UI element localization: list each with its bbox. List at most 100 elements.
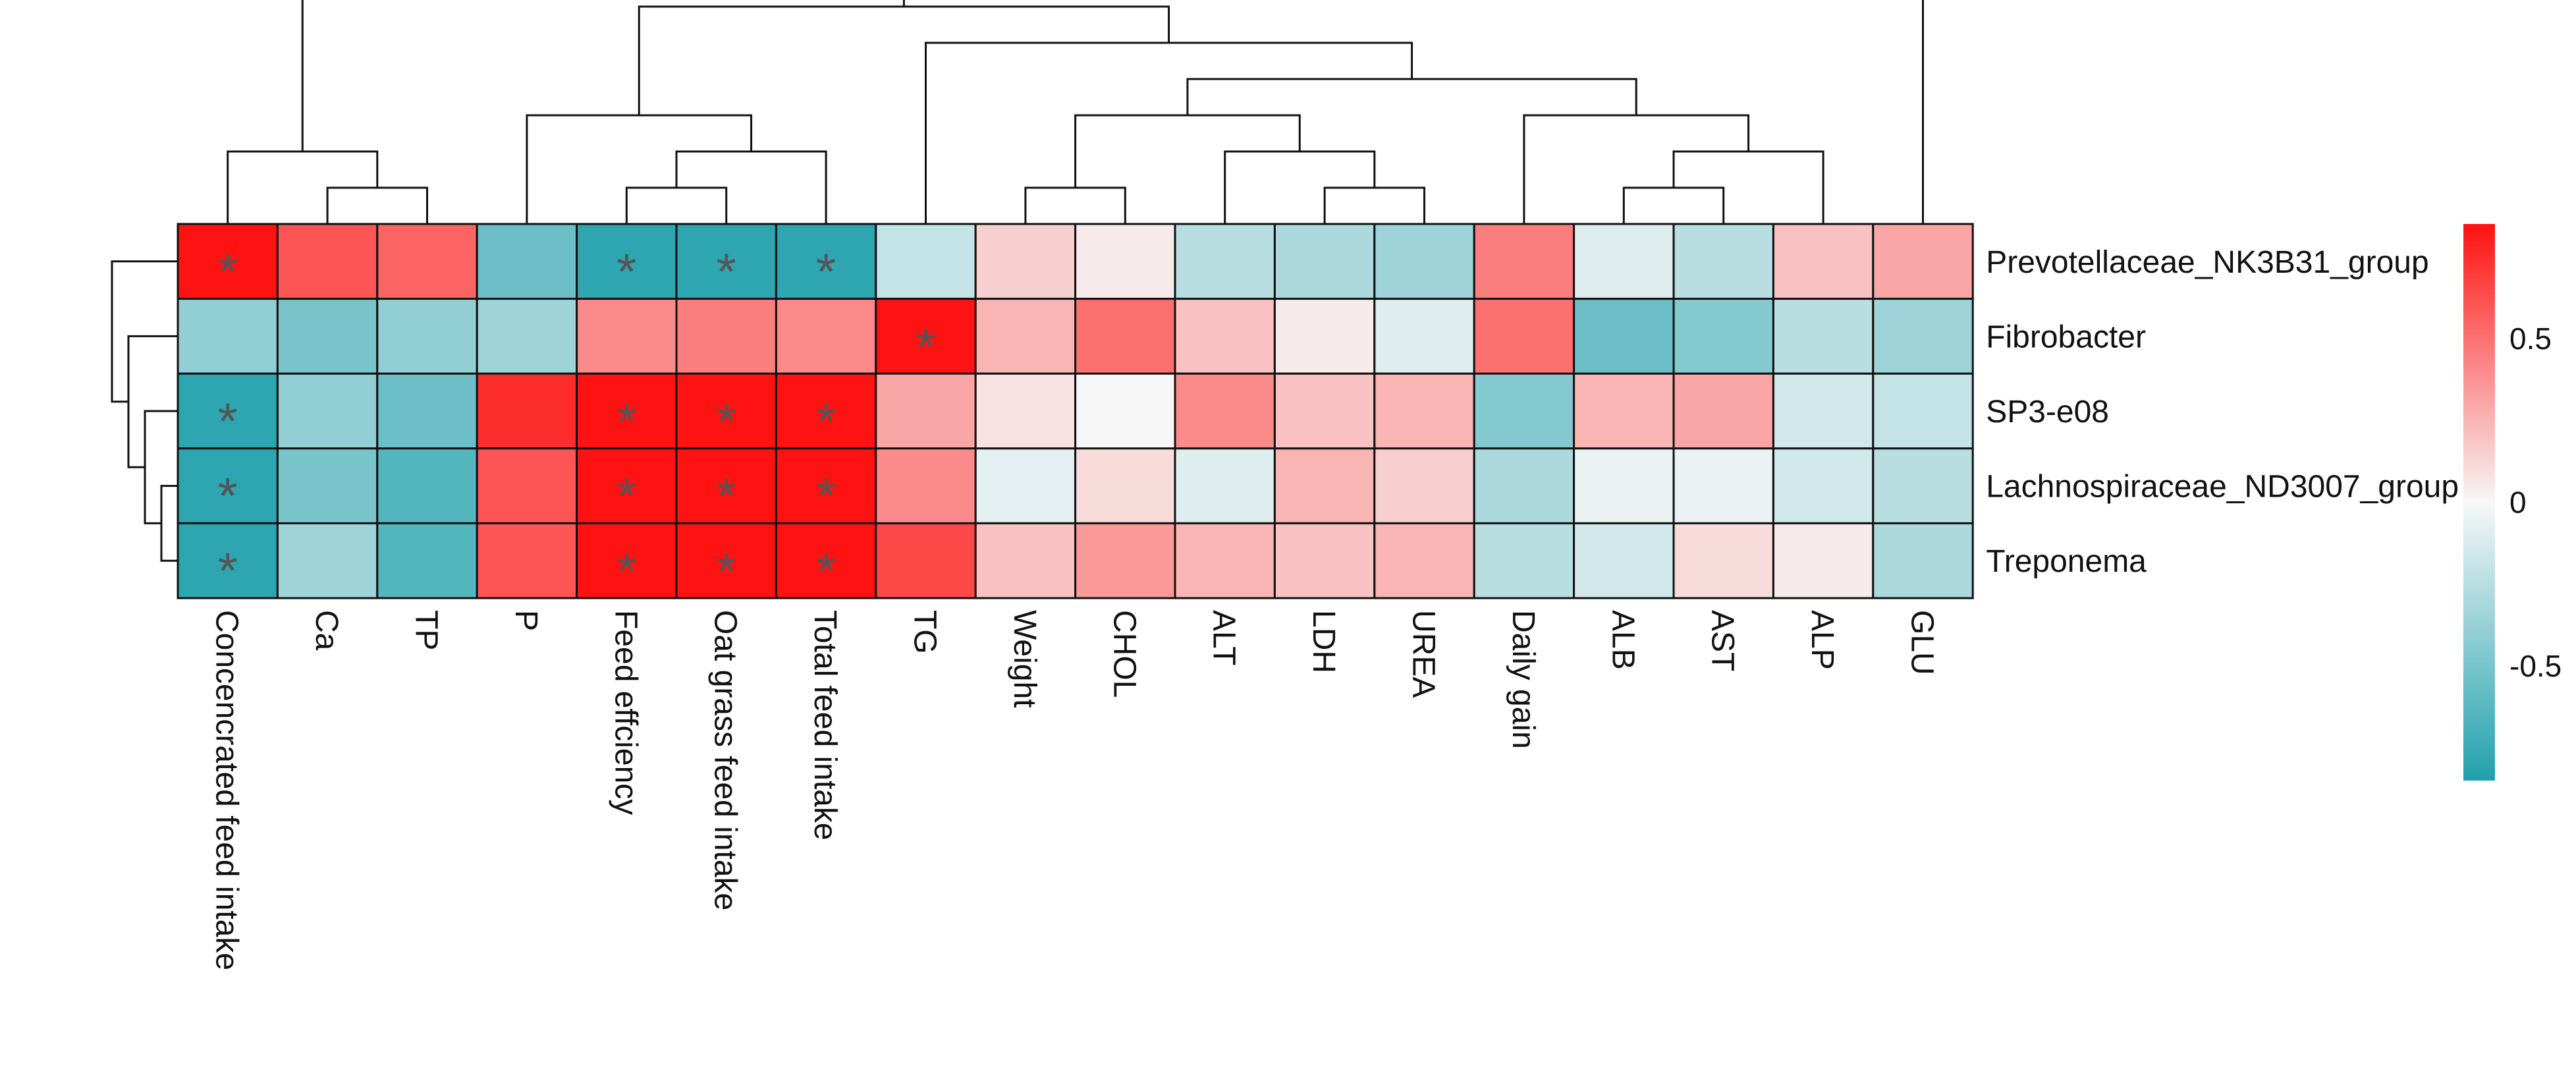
heatmap-cell <box>1273 223 1376 300</box>
heatmap-cell <box>1872 223 1974 300</box>
significance-star: * <box>717 242 736 300</box>
significance-star: * <box>717 392 736 450</box>
column-label: Concencrated feed intake <box>209 610 244 970</box>
dendrogram-branch <box>111 260 178 403</box>
column-label: Weight <box>1007 610 1042 708</box>
heatmap-cell <box>1473 522 1576 599</box>
heatmap-cell <box>1074 522 1176 599</box>
heatmap-cell <box>476 223 578 300</box>
heatmap-cell <box>1174 223 1276 300</box>
significance-star: * <box>617 392 636 450</box>
color-scale-bar <box>2463 224 2495 781</box>
heatmap-cell <box>476 372 578 450</box>
heatmap-cell <box>1074 447 1176 524</box>
row-labels: Prevotellaceae_NK3B31_group Fibrobacter SP… <box>1986 245 2459 579</box>
heatmap-cell <box>1373 447 1475 524</box>
significance-star: * <box>816 242 836 300</box>
heatmap-cell <box>675 298 777 375</box>
heatmap-cell <box>974 522 1077 599</box>
significance-markers: * * * * * * * * * * * * * * * * * <box>218 242 936 599</box>
heatmap-cell <box>875 223 977 300</box>
heatmap-cell <box>1872 372 1974 450</box>
heatmap-cell <box>1573 447 1675 524</box>
heatmap-cell <box>1672 372 1774 450</box>
color-scale-tick-label: 0.5 <box>2509 321 2552 356</box>
heatmap-cell <box>1872 298 1974 375</box>
significance-star: * <box>218 392 238 450</box>
heatmap-cell <box>276 522 379 599</box>
heatmap-cell <box>775 298 877 375</box>
dendrogram-branch <box>526 114 753 224</box>
heatmap-cell <box>276 447 379 524</box>
column-label: LDH <box>1306 610 1341 673</box>
heatmap-cell <box>1473 298 1576 375</box>
heatmap-cell <box>376 447 478 524</box>
row-dendrogram <box>111 260 178 562</box>
heatmap-cell <box>276 223 379 300</box>
significance-star: * <box>617 467 636 525</box>
heatmap-cell <box>1772 447 1875 524</box>
heatmap-cell <box>1573 298 1675 375</box>
significance-star: * <box>717 467 736 525</box>
heatmap-cell <box>177 522 279 599</box>
heatmap-cell <box>974 447 1077 524</box>
heatmap-cell <box>875 522 977 599</box>
heatmap-cell <box>177 372 279 450</box>
heatmap-cell <box>1273 522 1376 599</box>
dendrogram-branch <box>160 485 178 562</box>
significance-star: * <box>717 541 736 599</box>
heatmap-cell <box>177 447 279 524</box>
row-label: Treponema <box>1986 544 2147 579</box>
heatmap-cell <box>1772 522 1875 599</box>
significance-star: * <box>816 541 836 599</box>
dendrogram-branch <box>925 42 1413 224</box>
heatmap-cell <box>576 372 678 450</box>
heatmap-cell <box>1473 223 1576 300</box>
heatmap-cell <box>1174 522 1276 599</box>
heatmap-cell <box>1373 372 1475 450</box>
heatmap-cell <box>1074 223 1176 300</box>
significance-star: * <box>816 392 836 450</box>
dendrogram-branch <box>1323 186 1425 224</box>
dendrogram-branch <box>1523 114 1750 224</box>
column-label: Daily gain <box>1506 610 1541 749</box>
heatmap-cell <box>1672 223 1774 300</box>
column-label: ALT <box>1207 610 1242 665</box>
color-scale-ticks: 0.5 0 -0.5 <box>2509 321 2562 683</box>
heatmap-cell <box>1573 223 1675 300</box>
heatmap-cell <box>775 447 877 524</box>
heatmap-cell <box>1872 522 1974 599</box>
color-scale-tick-label: 0 <box>2509 485 2527 520</box>
heatmap-cell <box>177 298 279 375</box>
significance-star: * <box>218 541 238 599</box>
column-label: P <box>508 610 543 631</box>
heatmap-cell <box>1473 372 1576 450</box>
heatmap-cell <box>675 372 777 450</box>
column-label: ALP <box>1805 610 1840 670</box>
heatmap-cell <box>1573 372 1675 450</box>
column-dendrogram <box>227 0 1924 224</box>
heatmap-cell <box>974 223 1077 300</box>
column-label: TG <box>908 610 943 654</box>
heatmap-cell <box>675 447 777 524</box>
heatmap-cell <box>476 522 578 599</box>
heatmap-cell <box>974 372 1077 450</box>
significance-star: * <box>816 467 836 525</box>
color-scale-legend: 0.5 0 -0.5 <box>2463 224 2562 781</box>
heatmap-cell <box>1473 447 1576 524</box>
dendrogram-branch <box>326 186 428 224</box>
heatmap-cell <box>1174 298 1276 375</box>
dendrogram-branch <box>1186 78 1637 115</box>
heatmap-cell <box>376 522 478 599</box>
heatmap-cell <box>1672 447 1774 524</box>
column-label: Oat grass feed intake <box>708 610 743 910</box>
heatmap-cell <box>376 372 478 450</box>
significance-star: * <box>916 317 935 375</box>
heatmap-cells <box>177 223 1974 599</box>
heatmap-cell <box>875 372 977 450</box>
color-scale-tick-label: -0.5 <box>2509 649 2562 683</box>
row-label: Fibrobacter <box>1986 319 2146 354</box>
heatmap-cell <box>376 298 478 375</box>
heatmap-cell <box>1373 298 1475 375</box>
